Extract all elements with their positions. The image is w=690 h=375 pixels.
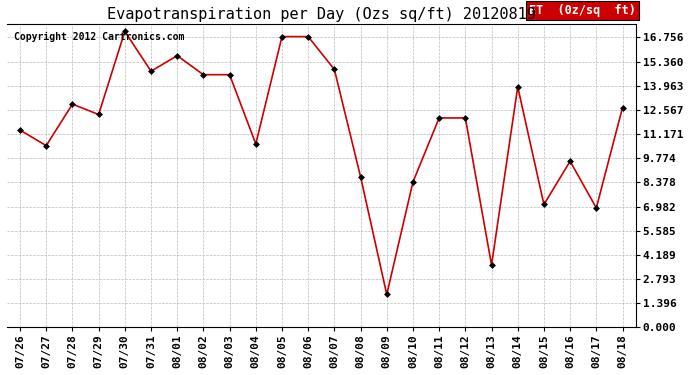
Text: ET  (0z/sq  ft): ET (0z/sq ft) [529, 4, 635, 17]
Title: Evapotranspiration per Day (Ozs sq/ft) 20120819: Evapotranspiration per Day (Ozs sq/ft) 2… [107, 7, 535, 22]
Text: Copyright 2012 Cartronics.com: Copyright 2012 Cartronics.com [14, 32, 184, 42]
